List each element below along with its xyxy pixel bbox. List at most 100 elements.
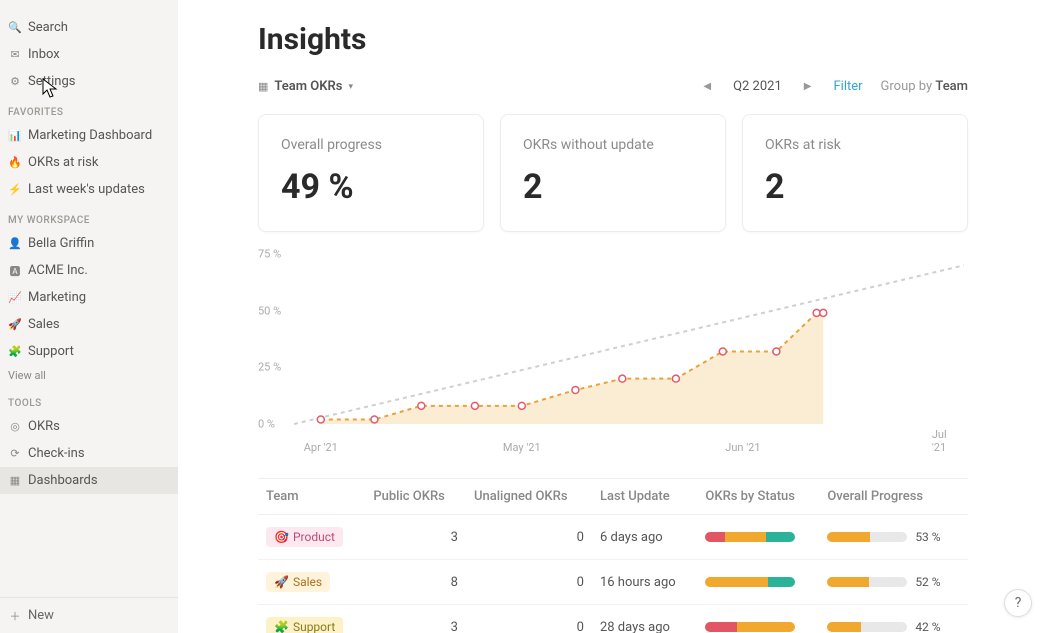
sidebar-item-settings[interactable]: ⚙ Settings [0,68,178,95]
progress-bar [827,577,907,587]
chart-y-tick: 25 % [258,361,281,374]
table-header[interactable]: Unaligned OKRs [466,479,592,515]
chart-x-tick: May '21 [503,441,541,454]
public-okrs-cell: 3 [365,515,466,560]
last-update-cell: 16 hours ago [592,560,697,605]
card-value: 2 [523,167,703,207]
card-label: OKRs without update [523,137,703,153]
sidebar-item-label: Sales [28,317,60,332]
summary-card[interactable]: OKRs at risk 2 [742,114,968,232]
grid-icon: ▦ [258,80,268,93]
status-bar [705,577,795,587]
item-icon: 🔥 [8,156,22,170]
public-okrs-cell: 8 [365,560,466,605]
item-icon: ⟳ [8,447,22,461]
sidebar-item-marketing-dashboard[interactable]: 📊 Marketing Dashboard [0,122,178,149]
team-icon: 🎯 [274,530,289,544]
sidebar-item-label: Marketing Dashboard [28,128,152,143]
filter-button[interactable]: Filter [833,79,862,94]
item-icon: 🅰 [8,264,22,278]
teams-table: TeamPublic OKRsUnaligned OKRsLast Update… [258,478,968,633]
team-pill: 🚀Sales [266,572,330,592]
sidebar-item-last-week-s-updates[interactable]: ⚡Last week's updates [0,176,178,203]
team-pill: 🧩Support [266,617,343,633]
chart-x-tick: Jun '21 [725,441,760,454]
sidebar-item-label: Bella Griffin [28,236,94,251]
unaligned-okrs-cell: 0 [466,605,592,633]
sidebar-item-label: ACME Inc. [28,263,88,278]
card-value: 2 [765,167,945,207]
sidebar-item-label: OKRs [28,419,60,434]
chart-y-tick: 75 % [258,248,281,261]
table-header[interactable]: OKRs by Status [697,479,819,515]
toolbar: ▦ Team OKRs ▾ ◀ Q2 2021 ▶ Filter Group b… [258,79,968,94]
progress-percent: 53 % [915,530,940,544]
sidebar-item-label: Search [28,20,68,35]
sidebar-item-search[interactable]: 🔍Search [0,14,178,41]
sidebar-item-label: Dashboards [28,473,98,488]
sidebar-item-acme-inc-[interactable]: 🅰 ACME Inc. [0,257,178,284]
period-label[interactable]: Q2 2021 [733,79,782,94]
new-button-label: New [28,608,54,623]
sidebar-item-sales[interactable]: 🚀 Sales [0,311,178,338]
sidebar-item-okrs-at-risk[interactable]: 🔥OKRs at risk [0,149,178,176]
status-bar [705,532,795,542]
card-label: OKRs at risk [765,137,945,153]
sidebar-item-inbox[interactable]: ✉ Inbox [0,41,178,68]
main-content: Insights ▦ Team OKRs ▾ ◀ Q2 2021 ▶ Filte… [178,0,1048,633]
chart-x-tick: Jul '21 [932,428,956,454]
summary-cards: Overall progress49 % OKRs without update 2… [258,114,968,232]
view-dropdown-label: Team OKRs [274,79,342,94]
sidebar-item-label: Settings [28,74,75,89]
card-value: 49 % [281,167,461,207]
progress-chart: 75 %50 %25 %0 %Apr '21May '21Jun '21Jul … [258,254,968,454]
chart-x-tick: Apr '21 [304,441,338,454]
sidebar-item-label: Check-ins [28,446,85,461]
table-header[interactable]: Overall Progress [819,479,968,515]
public-okrs-cell: 3 [365,605,466,633]
sidebar-item-label: Last week's updates [28,182,145,197]
chart-y-tick: 0 % [258,418,275,431]
sidebar-item-support[interactable]: 🧩 Support [0,338,178,365]
view-dropdown[interactable]: ▦ Team OKRs ▾ [258,79,353,94]
item-icon: 👤 [8,237,22,251]
item-icon: ✉ [8,48,22,62]
team-icon: 🚀 [274,575,289,589]
sidebar-item-marketing[interactable]: 📈Marketing [0,284,178,311]
item-icon: 🚀 [8,318,22,332]
tools-header: TOOLS [0,386,178,413]
status-bar [705,622,795,632]
sidebar-item-check-ins[interactable]: ⟳ Check-ins [0,440,178,467]
favorites-header: FAVORITES [0,95,178,122]
next-period-button[interactable]: ▶ [800,79,816,94]
progress-bar [827,532,907,542]
team-pill: 🎯Product [266,527,343,547]
view-all-link[interactable]: View all [0,365,178,386]
page-title: Insights [258,22,968,57]
sidebar-item-label: Support [28,344,74,359]
table-header[interactable]: Public OKRs [365,479,466,515]
table-row[interactable]: 🚀Sales 8016 hours ago 52 % [258,560,968,605]
unaligned-okrs-cell: 0 [466,560,592,605]
item-icon: 🧩 [8,345,22,359]
chart-svg [294,254,964,430]
summary-card[interactable]: OKRs without update 2 [500,114,726,232]
table-row[interactable]: 🎯Product306 days ago53 % [258,515,968,560]
sidebar-item-dashboards[interactable]: ▦Dashboards [0,467,178,494]
team-icon: 🧩 [274,620,289,633]
groupby-control[interactable]: Group by Team [881,79,968,94]
summary-card[interactable]: Overall progress49 % [258,114,484,232]
table-header[interactable]: Last Update [592,479,697,515]
prev-period-button[interactable]: ◀ [699,79,715,94]
chevron-down-icon: ▾ [348,82,353,92]
item-icon: 📊 [8,129,22,143]
table-row[interactable]: 🧩Support3028 days ago42 % [258,605,968,633]
table-header[interactable]: Team [258,479,365,515]
progress-percent: 52 % [915,575,940,589]
help-button[interactable]: ? [1004,589,1032,617]
sidebar-item-bella-griffin[interactable]: 👤 Bella Griffin [0,230,178,257]
sidebar-item-label: Inbox [28,47,60,62]
sidebar-item-okrs[interactable]: ◎OKRs [0,413,178,440]
new-button[interactable]: ＋ New [0,598,178,633]
item-icon: ⚙ [8,75,22,89]
